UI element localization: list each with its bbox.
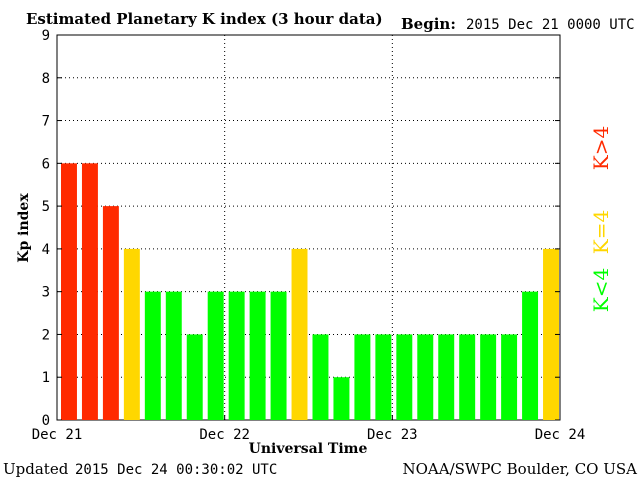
legend-item: K>4 — [589, 126, 613, 170]
kp-bar — [459, 334, 476, 420]
kp-bar — [333, 377, 350, 420]
bar-series — [61, 163, 559, 421]
kp-bar — [375, 334, 392, 420]
kp-bar — [522, 291, 539, 420]
plot-area — [56, 34, 561, 421]
x-tick-label: Dec 21 — [32, 427, 83, 443]
x-tick-label: Dec 22 — [199, 427, 250, 443]
y-tick-label: 2 — [42, 327, 50, 343]
grid-lines — [57, 35, 560, 420]
kp-bar — [186, 334, 203, 420]
kp-bar — [501, 334, 518, 420]
kp-bar — [480, 334, 497, 420]
kp-bar — [207, 291, 224, 420]
kp-bar — [417, 334, 434, 420]
legend-item: K<4 — [589, 268, 613, 312]
y-axis-ticks: 0 1 2 3 4 5 6 7 8 9 — [42, 28, 560, 429]
y-tick-label: 3 — [42, 285, 50, 301]
y-tick-label: 0 — [42, 413, 50, 429]
x-axis-ticks: Dec 21 Dec 22 Dec 23 Dec 24 — [32, 415, 586, 443]
y-tick-label: 6 — [42, 156, 50, 172]
kp-bar — [102, 206, 119, 420]
kp-bar — [291, 248, 308, 420]
kp-bar — [270, 291, 287, 420]
kp-bar — [354, 334, 371, 420]
y-tick-label: 9 — [42, 28, 50, 44]
kp-bar — [312, 334, 329, 420]
kp-bar — [144, 291, 161, 420]
y-tick-label: 8 — [42, 71, 50, 87]
kp-bar — [396, 334, 413, 420]
y-tick-label: 5 — [42, 199, 50, 215]
y-tick-label: 4 — [42, 242, 50, 258]
kp-bar — [249, 291, 266, 420]
y-tick-label: 1 — [42, 370, 50, 386]
y-tick-label: 7 — [42, 114, 50, 130]
x-tick-label: Dec 24 — [535, 427, 586, 443]
kp-bar — [165, 291, 182, 420]
updated-label: Updated — [3, 460, 69, 478]
kp-bar — [81, 163, 98, 421]
legend-item: K=4 — [589, 210, 613, 254]
kp-bar — [438, 334, 455, 420]
legend: K>4 K=4 K<4 — [589, 126, 613, 312]
kp-bar — [228, 291, 245, 420]
begin-label: Begin: — [401, 15, 456, 33]
updated-value: 2015 Dec 24 00:30:02 UTC — [75, 462, 277, 478]
x-axis-label: Universal Time — [249, 441, 368, 457]
y-axis-label: Kp index — [16, 193, 32, 263]
source-credit: NOAA/SWPC Boulder, CO USA — [402, 460, 637, 478]
begin-value: 2015 Dec 21 0000 UTC — [466, 17, 635, 33]
kp-bar — [61, 163, 77, 421]
chart-title: Estimated Planetary K index (3 hour data… — [26, 10, 383, 28]
kp-bar — [123, 248, 140, 420]
x-tick-label: Dec 23 — [367, 427, 418, 443]
